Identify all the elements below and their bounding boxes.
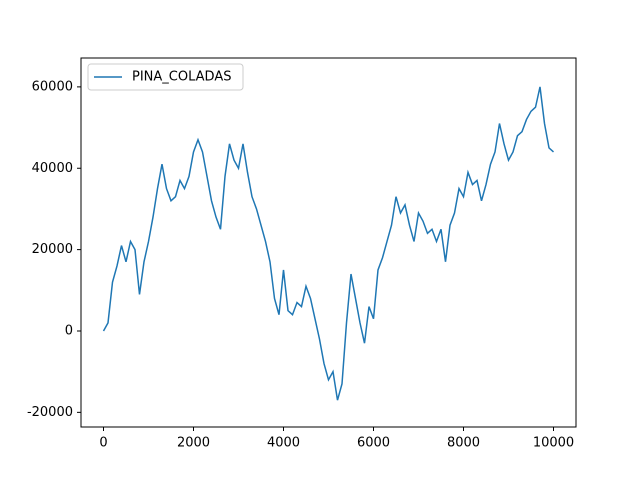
y-tick-label: -20000 bbox=[27, 405, 73, 420]
x-tick-label: 4000 bbox=[267, 436, 300, 451]
legend-label: PINA_COLADAS bbox=[132, 70, 231, 85]
legend-box bbox=[87, 63, 244, 91]
x-tick-label: 10000 bbox=[533, 436, 574, 451]
x-tick-label: 6000 bbox=[357, 436, 390, 451]
x-tick-label: 2000 bbox=[177, 436, 210, 451]
y-tick-label: 20000 bbox=[32, 242, 73, 257]
y-tick-label: 0 bbox=[65, 323, 73, 338]
y-tick-label: 60000 bbox=[32, 79, 73, 94]
plot-frame bbox=[80, 57, 577, 428]
series-line bbox=[102, 86, 555, 401]
x-tick-label: 8000 bbox=[447, 436, 480, 451]
y-tick-label: 40000 bbox=[32, 161, 73, 176]
x-tick-label: 0 bbox=[99, 436, 107, 451]
